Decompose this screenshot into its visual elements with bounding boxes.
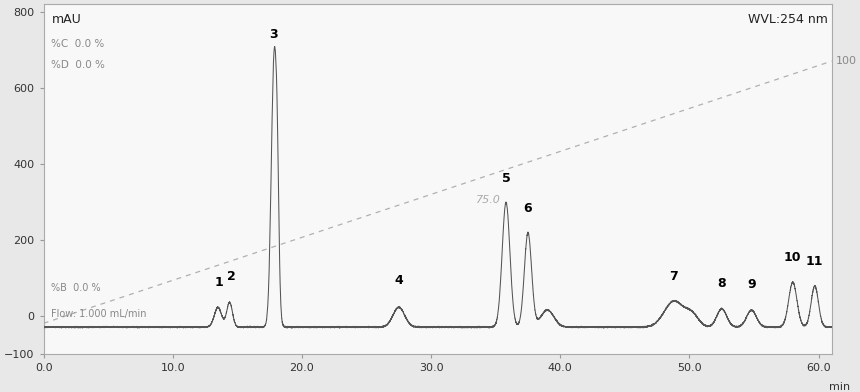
Text: Flow: 1.000 mL/min: Flow: 1.000 mL/min (52, 309, 147, 319)
Text: %C  0.0 %: %C 0.0 % (52, 39, 105, 49)
Text: 11: 11 (806, 255, 824, 268)
Text: 7: 7 (670, 270, 679, 283)
Text: 10: 10 (784, 251, 802, 264)
Text: %B  0.0 %: %B 0.0 % (52, 283, 101, 292)
Text: 1: 1 (215, 276, 224, 289)
Text: 8: 8 (717, 277, 726, 290)
Text: %D  0.0 %: %D 0.0 % (52, 60, 105, 70)
Text: 100: 100 (835, 56, 857, 66)
Text: WVL:254 nm: WVL:254 nm (747, 13, 827, 26)
Text: 2: 2 (226, 270, 236, 283)
Text: 5: 5 (501, 172, 510, 185)
Text: 3: 3 (269, 28, 278, 41)
X-axis label: min: min (829, 382, 850, 392)
Text: 75.0: 75.0 (476, 195, 501, 205)
Text: 6: 6 (524, 201, 532, 215)
Text: mAU: mAU (52, 13, 81, 26)
Text: 9: 9 (747, 278, 756, 291)
Text: 4: 4 (395, 274, 403, 287)
